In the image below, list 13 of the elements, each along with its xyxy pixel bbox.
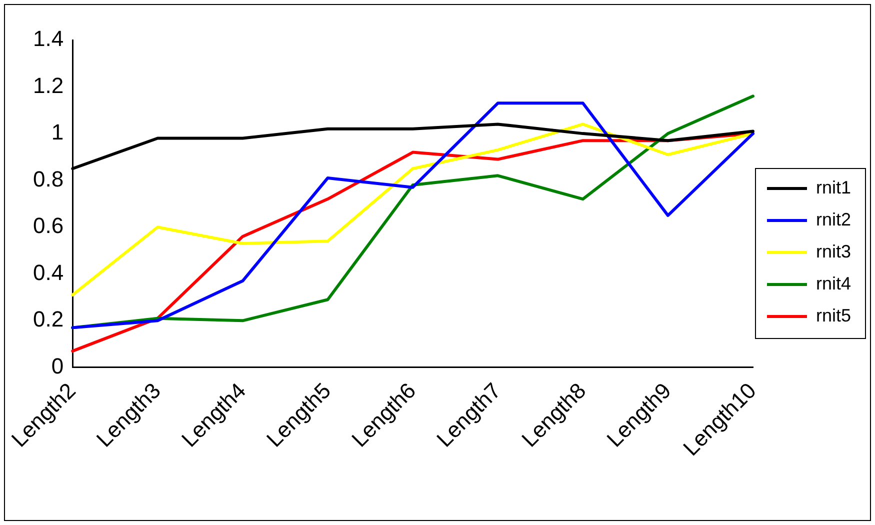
y-tick-label: 0.6 [32,213,64,238]
legend-label: rnit5 [816,305,851,326]
legend-label: rnit3 [816,241,851,262]
y-tick-label: 1.2 [32,72,64,98]
legend-label: rnit1 [816,177,851,198]
y-tick-label: 0.2 [32,306,64,332]
legend-label: rnit4 [816,273,851,294]
legend-label: rnit2 [816,209,851,230]
y-tick-label: 1.4 [32,26,64,52]
y-tick-label: 0.8 [32,166,64,192]
y-tick-label: 1 [51,120,64,145]
y-tick-label: 0 [51,354,64,379]
y-tick-label: 0.4 [32,260,64,285]
